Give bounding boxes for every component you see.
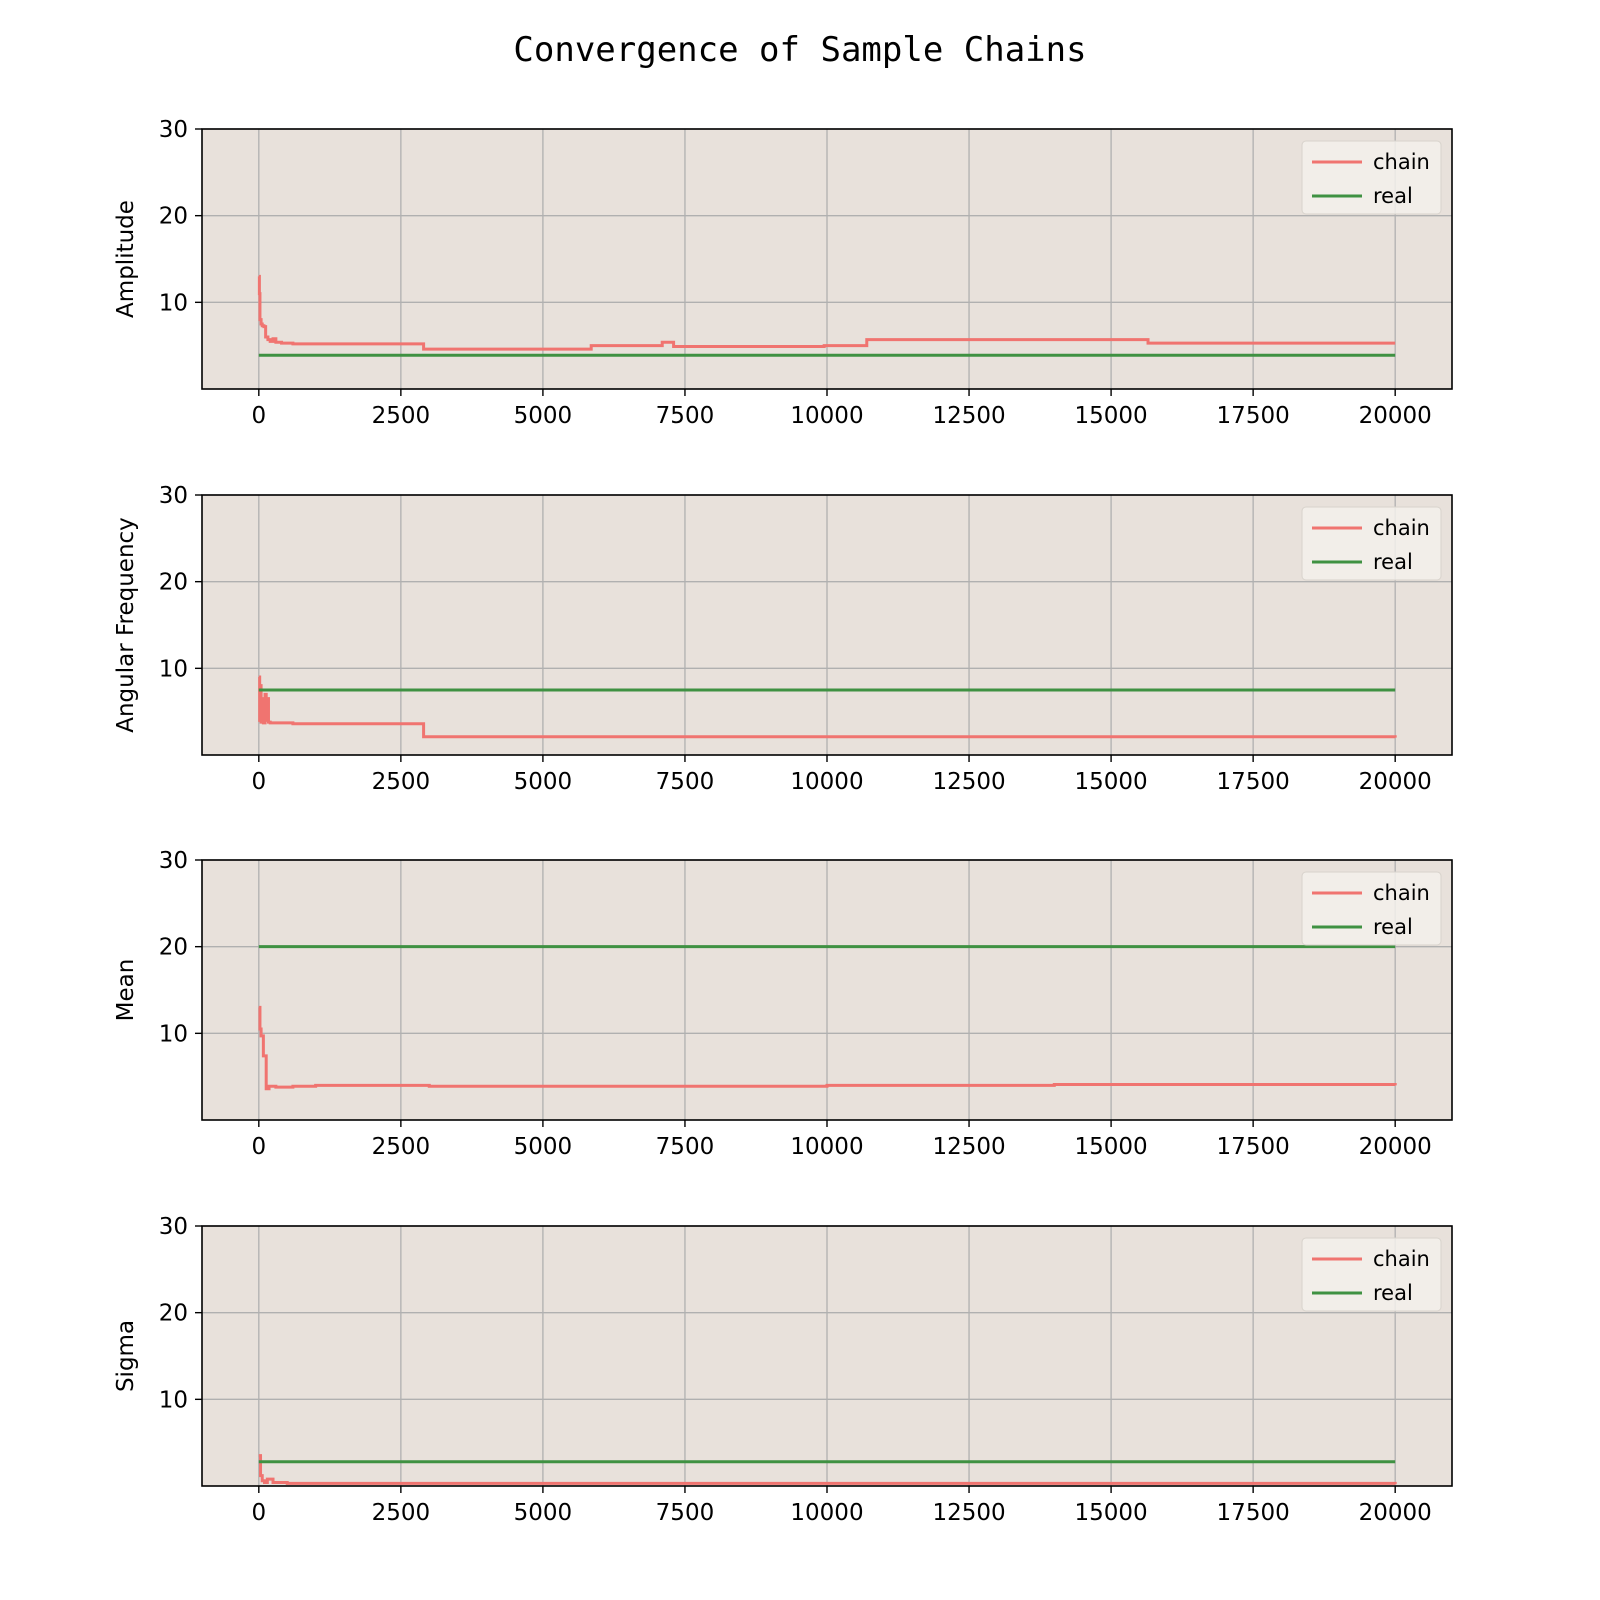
subplot-mean: 0 2500 5000 7500 10000 12500 15000 17500 20000 10… — [113, 848, 1453, 1160]
y-tick-label: 20 — [159, 935, 188, 961]
series-line-chain — [258, 1454, 1397, 1485]
x-tick-label: 10000 — [790, 1134, 863, 1160]
legend: chain real — [1301, 506, 1442, 581]
x-tick-label: 17500 — [1217, 403, 1290, 429]
subplot-sigma: 0 2500 5000 7500 10000 12500 15000 17500 20000 10… — [113, 1214, 1453, 1526]
subplot-angular-frequency: 0 2500 5000 7500 10000 12500 15000 17500 20000 10… — [113, 483, 1453, 795]
legend-label-chain: chain — [1373, 516, 1430, 540]
x-tick-label: 5000 — [514, 1500, 573, 1526]
x-tick-label: 12500 — [932, 1500, 1005, 1526]
x-tick-label: 10000 — [790, 403, 863, 429]
x-tick-label: 7500 — [656, 769, 715, 795]
y-axis-label: Mean — [113, 959, 139, 1022]
y-tick-label: 10 — [159, 1387, 188, 1413]
x-tick-label: 7500 — [656, 1134, 715, 1160]
x-tick-label: 20000 — [1359, 1500, 1432, 1526]
x-tick-label: 7500 — [656, 403, 715, 429]
series-line-chain — [257, 274, 1396, 351]
x-tick-label: 10000 — [790, 769, 863, 795]
y-tick-label: 20 — [159, 570, 188, 596]
legend-label-real: real — [1373, 915, 1413, 939]
series-line-chain — [258, 1005, 1397, 1091]
x-tick-label: 10000 — [790, 1500, 863, 1526]
x-tick-label: 15000 — [1075, 769, 1148, 795]
legend: chain real — [1301, 1237, 1442, 1312]
x-tick-label: 7500 — [656, 1500, 715, 1526]
x-tick-label: 15000 — [1075, 403, 1148, 429]
x-tick-label: 0 — [251, 1134, 266, 1160]
y-tick-label: 20 — [159, 204, 188, 230]
x-tick-label: 20000 — [1359, 769, 1432, 795]
y-axis-label: Sigma — [113, 1320, 139, 1392]
y-tick-label: 30 — [159, 848, 188, 874]
x-tick-label: 5000 — [514, 1134, 573, 1160]
x-tick-label: 17500 — [1217, 769, 1290, 795]
x-tick-label: 2500 — [372, 1500, 431, 1526]
y-tick-label: 30 — [159, 1214, 188, 1240]
y-tick-label: 30 — [159, 117, 188, 143]
subplot-amplitude: 0 2500 5000 7500 10000 12500 15000 17500 20000 10… — [113, 117, 1453, 429]
x-tick-label: 0 — [251, 1500, 266, 1526]
legend: chain real — [1301, 871, 1442, 946]
legend-label-real: real — [1373, 1281, 1413, 1305]
x-tick-label: 0 — [251, 403, 266, 429]
x-tick-label: 15000 — [1075, 1500, 1148, 1526]
legend-label-real: real — [1373, 184, 1413, 208]
x-tick-label: 15000 — [1075, 1134, 1148, 1160]
y-tick-label: 10 — [159, 290, 188, 316]
x-tick-label: 5000 — [514, 403, 573, 429]
x-tick-label: 17500 — [1217, 1500, 1290, 1526]
x-tick-label: 0 — [251, 769, 266, 795]
y-tick-label: 30 — [159, 483, 188, 509]
x-tick-label: 2500 — [372, 1134, 431, 1160]
x-tick-label: 12500 — [932, 1134, 1005, 1160]
subplot-stack: 0 2500 5000 7500 10000 12500 15000 17500 2000010… — [113, 117, 1453, 1526]
x-tick-label: 2500 — [372, 769, 431, 795]
figure-title: Convergence of Sample Chains — [513, 30, 1086, 70]
y-axis-label: Angular Frequency — [113, 517, 139, 733]
legend-label-chain: chain — [1373, 881, 1430, 905]
y-tick-label: 10 — [159, 1021, 188, 1047]
series-line-chain — [258, 675, 1397, 739]
x-tick-label: 20000 — [1359, 403, 1432, 429]
legend-label-chain: chain — [1373, 150, 1430, 174]
legend-label-real: real — [1373, 550, 1413, 574]
x-tick-label: 12500 — [932, 769, 1005, 795]
y-tick-label: 20 — [159, 1301, 188, 1327]
x-tick-label: 12500 — [932, 403, 1005, 429]
x-tick-label: 20000 — [1359, 1134, 1432, 1160]
x-tick-label: 2500 — [372, 403, 431, 429]
legend-label-chain: chain — [1373, 1247, 1430, 1271]
y-axis-label: Amplitude — [113, 200, 139, 318]
y-tick-label: 10 — [159, 656, 188, 682]
x-tick-label: 17500 — [1217, 1134, 1290, 1160]
legend: chain real — [1301, 140, 1442, 215]
x-tick-label: 5000 — [514, 769, 573, 795]
